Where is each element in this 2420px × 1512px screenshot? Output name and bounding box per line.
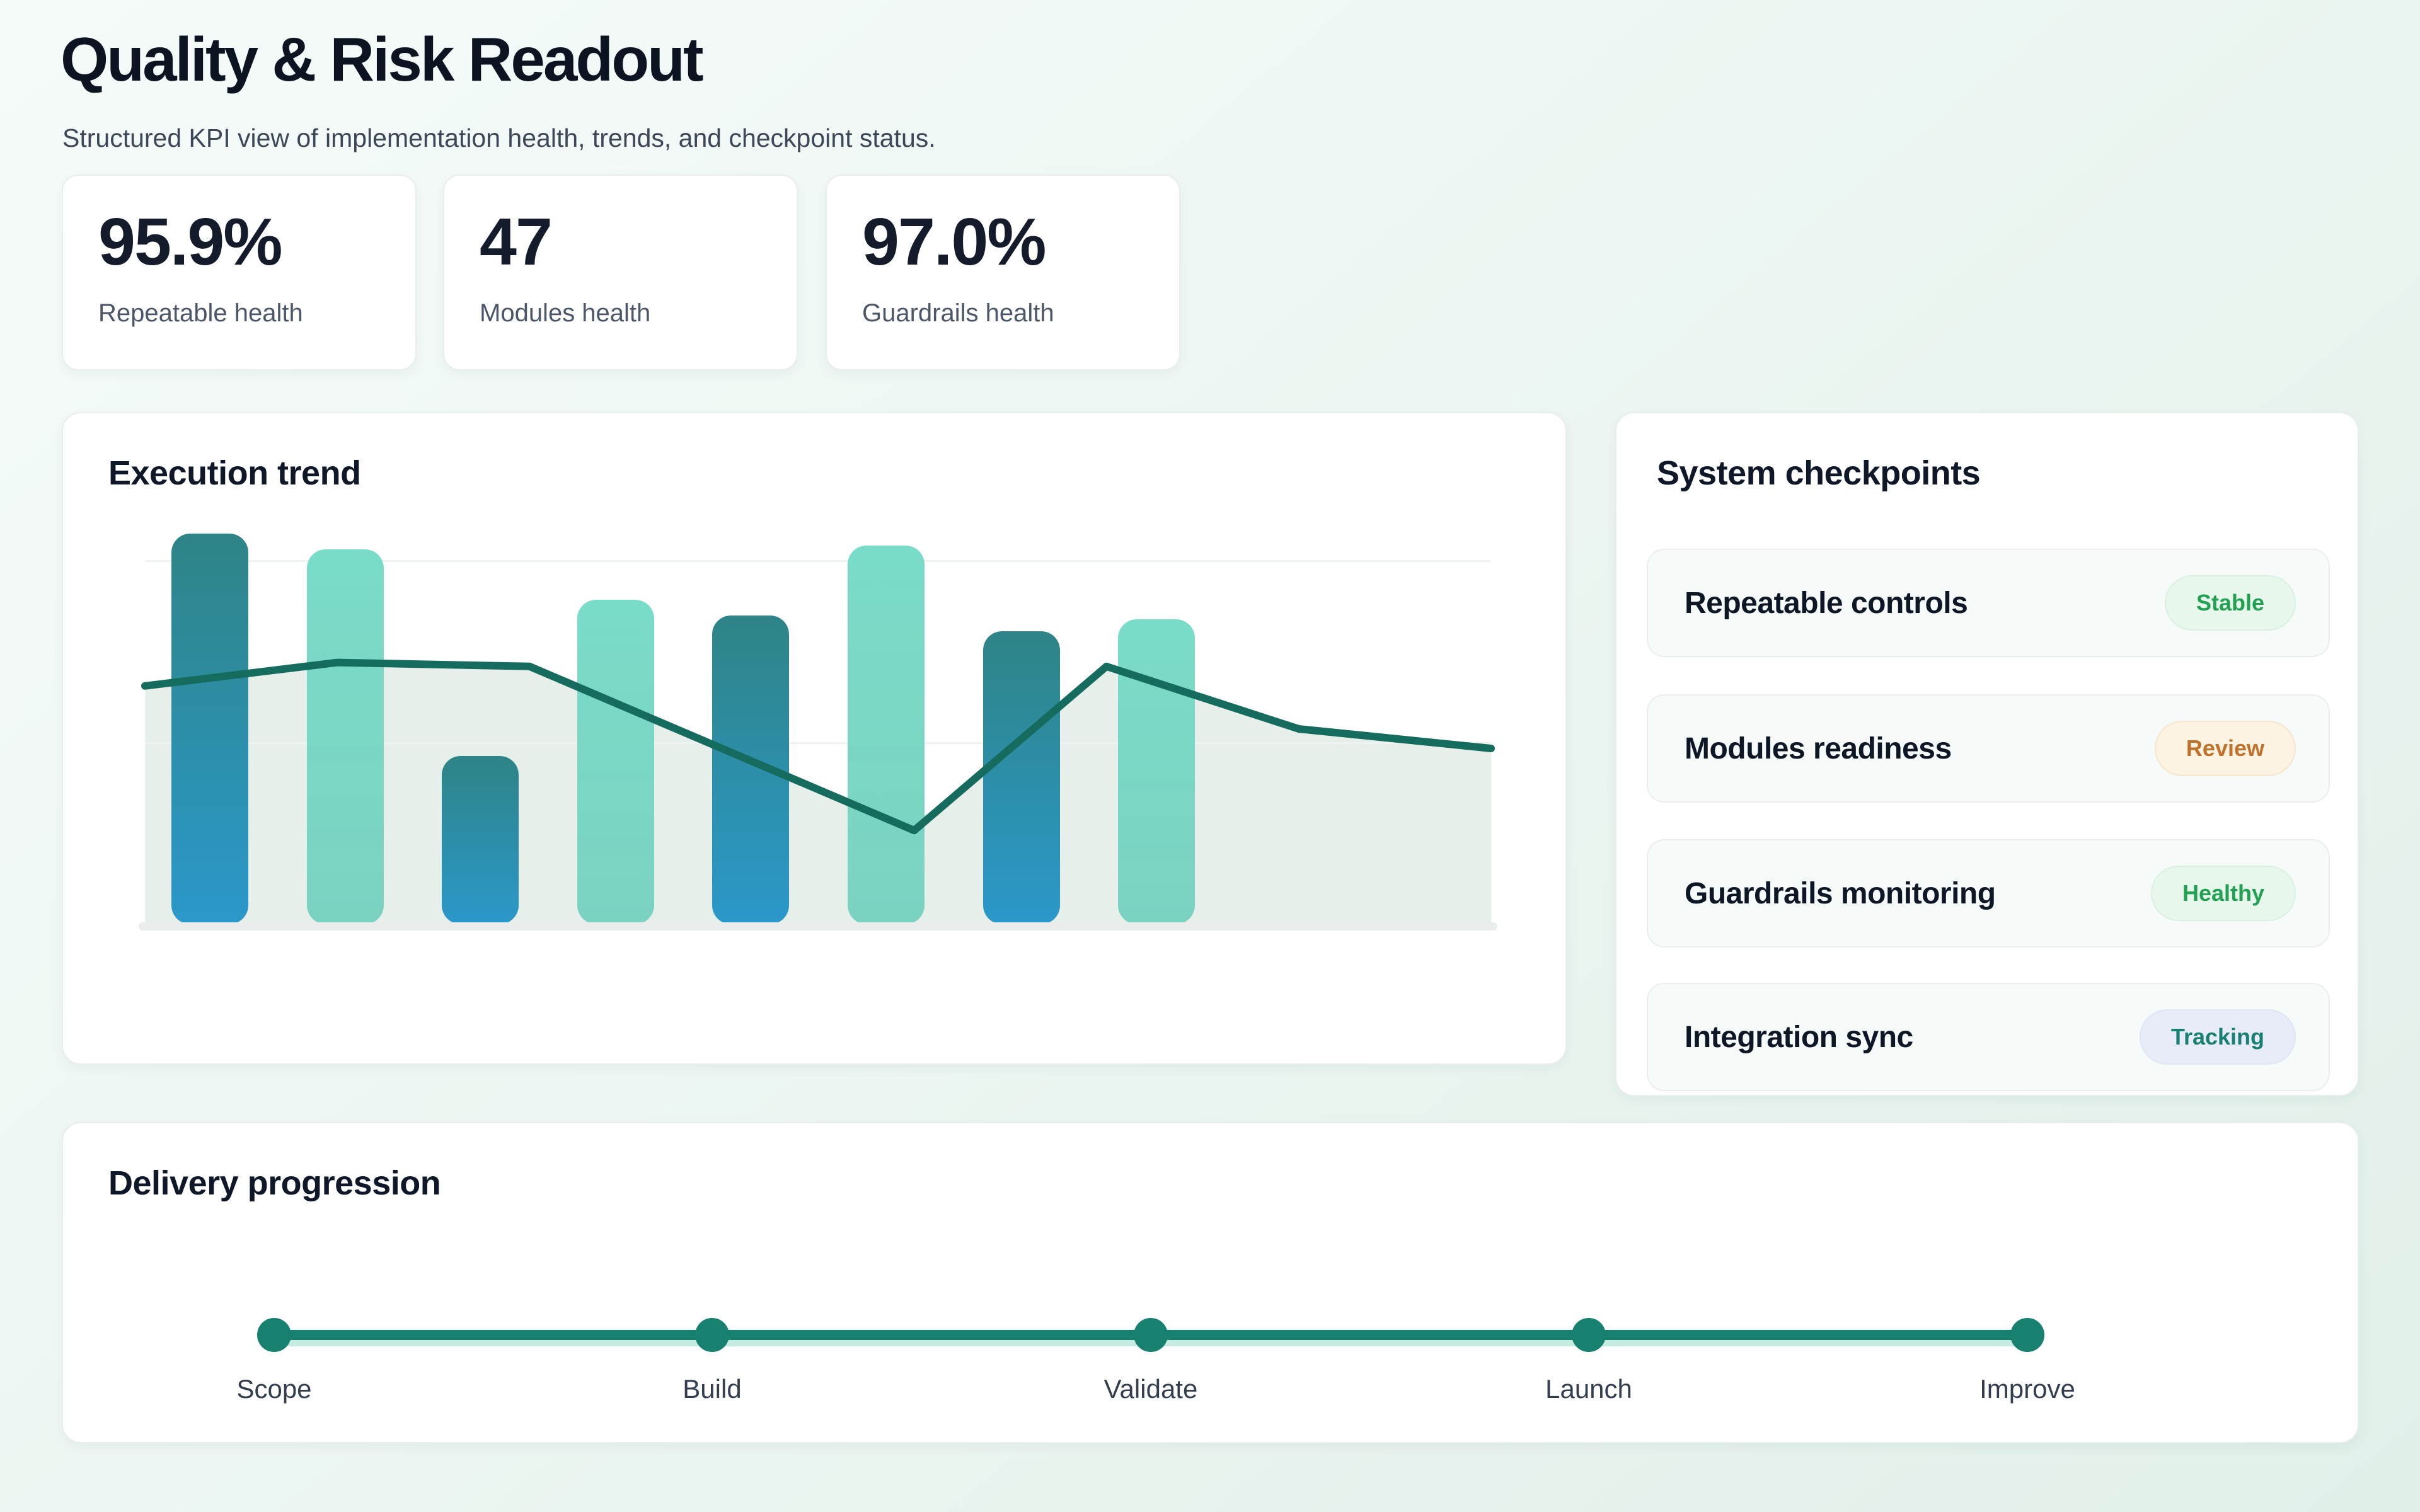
chart-bar-4	[577, 600, 654, 924]
timeline-dot-validate	[1134, 1318, 1168, 1352]
timeline-label-scope: Scope	[236, 1374, 312, 1404]
chart-bar-8	[1118, 619, 1196, 924]
delivery-progression-card: Delivery progression Scope Build Validat…	[62, 1122, 2359, 1443]
chart-baseline	[139, 922, 1497, 931]
status-badge: Review	[2154, 721, 2296, 776]
status-badge: Healthy	[2150, 866, 2296, 921]
delivery-progression-title: Delivery progression	[108, 1164, 441, 1202]
kpi-value: 95.9%	[98, 205, 283, 279]
trend-line	[141, 658, 1495, 835]
checkpoint-label: Repeatable controls	[1685, 586, 1968, 620]
checkpoint-row-guardrails-monitoring: Guardrails monitoring Healthy	[1647, 839, 2330, 948]
chart-bar-2	[306, 549, 384, 924]
timeline-label-launch: Launch	[1545, 1374, 1632, 1404]
chart-bar-7	[982, 631, 1060, 924]
chart-bar-6	[848, 545, 925, 924]
kpi-label: Guardrails health	[862, 299, 1054, 327]
kpi-value: 97.0%	[862, 205, 1047, 279]
checkpoint-row-repeatable-controls: Repeatable controls Stable	[1647, 549, 2330, 657]
checkpoint-label: Integration sync	[1685, 1020, 1913, 1054]
checkpoint-row-integration-sync: Integration sync Tracking	[1647, 983, 2330, 1091]
kpi-card-repeatable: 95.9% Repeatable health	[62, 175, 417, 370]
page-subtitle: Structured KPI view of implementation he…	[62, 123, 936, 152]
timeline-dot-scope	[257, 1318, 291, 1352]
execution-trend-title: Execution trend	[108, 454, 361, 492]
checkpoint-row-modules-readiness: Modules readiness Review	[1647, 694, 2330, 803]
status-badge: Stable	[2164, 575, 2296, 631]
status-badge: Tracking	[2139, 1009, 2296, 1065]
timeline-label-build: Build	[683, 1374, 742, 1404]
system-checkpoints-card: System checkpoints Repeatable controls S…	[1615, 412, 2359, 1096]
kpi-value: 47	[480, 205, 553, 279]
checkpoint-label: Guardrails monitoring	[1685, 876, 1996, 910]
timeline-label-improve: Improve	[1979, 1374, 2075, 1404]
checkpoint-label: Modules readiness	[1685, 731, 1952, 765]
kpi-card-modules: 47 Modules health	[443, 175, 798, 370]
chart-bar-1	[171, 534, 248, 924]
page-title: Quality & Risk Readout	[60, 25, 704, 94]
chart-bar-3	[442, 756, 519, 924]
timeline-dot-build	[695, 1318, 729, 1352]
execution-trend-plot	[139, 534, 1497, 931]
timeline-dot-improve	[2010, 1318, 2044, 1352]
kpi-card-guardrails: 97.0% Guardrails health	[826, 175, 1180, 370]
timeline-dot-launch	[1572, 1318, 1606, 1352]
kpi-label: Modules health	[480, 299, 651, 327]
execution-trend-card: Execution trend	[62, 412, 1567, 1065]
timeline-label-validate: Validate	[1103, 1374, 1198, 1404]
system-checkpoints-title: System checkpoints	[1657, 454, 1981, 492]
kpi-label: Repeatable health	[98, 299, 303, 327]
chart-gridline	[145, 742, 1491, 744]
chart-gridline	[145, 560, 1491, 562]
